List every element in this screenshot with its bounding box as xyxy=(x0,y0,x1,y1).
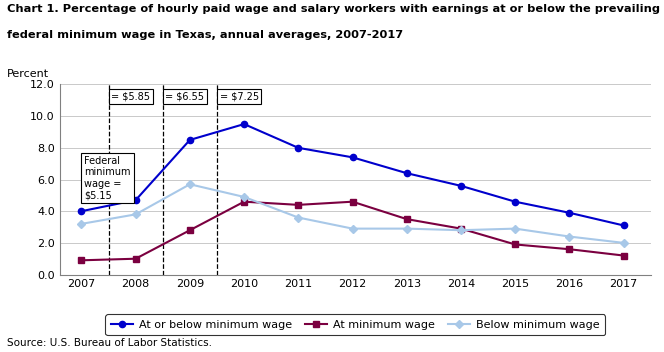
Line: At minimum wage: At minimum wage xyxy=(78,199,627,263)
At minimum wage xyxy=(78,258,86,263)
At or below minimum wage xyxy=(566,210,574,215)
Below minimum wage xyxy=(349,227,357,231)
At minimum wage xyxy=(240,200,248,204)
At or below minimum wage xyxy=(240,122,248,126)
At or below minimum wage xyxy=(620,224,627,228)
At or below minimum wage xyxy=(186,138,194,142)
Below minimum wage xyxy=(78,222,86,226)
At or below minimum wage xyxy=(403,171,411,175)
Text: = $6.55: = $6.55 xyxy=(165,92,205,102)
At minimum wage xyxy=(349,200,357,204)
Below minimum wage xyxy=(403,227,411,231)
Below minimum wage xyxy=(511,227,519,231)
At minimum wage xyxy=(457,227,465,231)
Text: federal minimum wage in Texas, annual averages, 2007-2017: federal minimum wage in Texas, annual av… xyxy=(7,30,403,40)
Text: Chart 1. Percentage of hourly paid wage and salary workers with earnings at or b: Chart 1. Percentage of hourly paid wage … xyxy=(7,4,659,13)
At minimum wage xyxy=(566,247,574,251)
At or below minimum wage xyxy=(78,209,86,213)
At or below minimum wage xyxy=(294,146,302,150)
Below minimum wage xyxy=(457,228,465,232)
At minimum wage xyxy=(131,257,139,261)
Below minimum wage xyxy=(240,195,248,199)
At minimum wage xyxy=(294,203,302,207)
At or below minimum wage xyxy=(457,184,465,188)
Below minimum wage xyxy=(620,241,627,245)
Below minimum wage xyxy=(294,215,302,220)
At or below minimum wage xyxy=(349,155,357,159)
At or below minimum wage xyxy=(131,198,139,202)
Text: Percent: Percent xyxy=(7,69,48,79)
Below minimum wage xyxy=(131,212,139,216)
Line: At or below minimum wage: At or below minimum wage xyxy=(78,121,627,228)
At minimum wage xyxy=(511,242,519,246)
Below minimum wage xyxy=(186,182,194,187)
Legend: At or below minimum wage, At minimum wage, Below minimum wage: At or below minimum wage, At minimum wag… xyxy=(106,314,605,335)
Text: = $5.85: = $5.85 xyxy=(112,92,150,102)
Text: Federal
minimum
wage =
$5.15: Federal minimum wage = $5.15 xyxy=(84,156,131,201)
Line: Below minimum wage: Below minimum wage xyxy=(78,182,626,246)
Text: Source: U.S. Bureau of Labor Statistics.: Source: U.S. Bureau of Labor Statistics. xyxy=(7,339,212,348)
Text: = $7.25: = $7.25 xyxy=(220,92,259,102)
At minimum wage xyxy=(620,253,627,258)
At minimum wage xyxy=(403,217,411,221)
At minimum wage xyxy=(186,228,194,232)
At or below minimum wage xyxy=(511,200,519,204)
Below minimum wage xyxy=(566,234,574,239)
